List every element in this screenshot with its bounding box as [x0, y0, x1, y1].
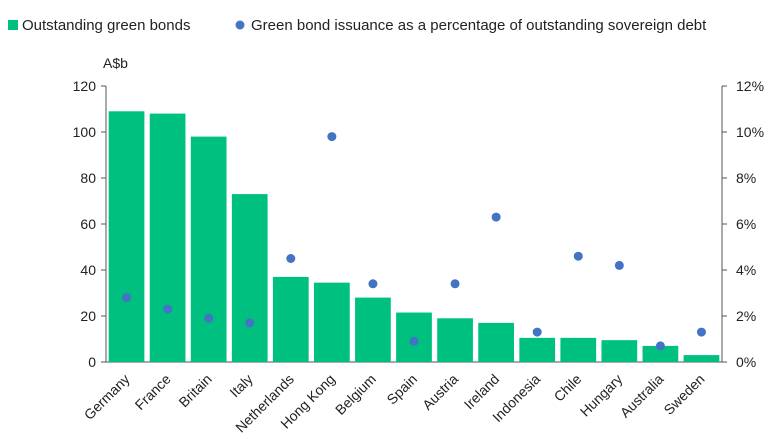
- bar: [149, 113, 186, 362]
- bar: [642, 345, 679, 362]
- y-left-tick-label: 0: [88, 354, 96, 370]
- scatter-point: [204, 313, 214, 323]
- y-left-tick-label: 120: [73, 78, 97, 94]
- scatter-point: [491, 212, 501, 222]
- scatter-point: [368, 279, 378, 289]
- bar: [437, 318, 473, 362]
- x-tick-label: Australia: [617, 371, 667, 421]
- bar: [683, 355, 720, 362]
- x-tick-label: Britain: [175, 371, 214, 410]
- y-right-tick-label: 12%: [736, 78, 764, 94]
- x-tick-label: Chile: [551, 371, 585, 405]
- bar: [314, 282, 350, 362]
- bar: [355, 297, 391, 362]
- y-right-tick-label: 2%: [736, 308, 756, 324]
- y-right-tick-label: 0%: [736, 354, 756, 370]
- scatter-point: [614, 260, 624, 270]
- scatter-point: [655, 341, 665, 351]
- y-left-tick-label: 80: [80, 170, 96, 186]
- bar: [519, 337, 556, 362]
- bar: [478, 322, 514, 362]
- x-tick-label: Spain: [383, 371, 420, 408]
- bar: [601, 340, 638, 362]
- legend-marker-dots: [235, 20, 245, 30]
- bar: [560, 337, 597, 362]
- y-left-tick-label: 40: [80, 262, 96, 278]
- y-right-tick-label: 4%: [736, 262, 756, 278]
- x-tick-label: Sweden: [660, 371, 707, 418]
- y-right-tick-label: 6%: [736, 216, 756, 232]
- scatter-point: [122, 293, 132, 303]
- scatter-point: [573, 251, 583, 261]
- scatter-point: [532, 327, 542, 337]
- chart-axes: 0 20 40 60 80 100 120 0% 2% 4% 6% 8% 10% 12%: [73, 78, 764, 370]
- y-right-tick-label: 10%: [736, 124, 764, 140]
- bar: [190, 136, 227, 362]
- bar: [272, 276, 309, 362]
- scatter-series: [122, 132, 706, 351]
- y-left-tick-label: 100: [73, 124, 97, 140]
- scatter-point: [163, 304, 173, 314]
- legend-marker-bars: [8, 20, 18, 30]
- y-left-tick-label: 20: [80, 308, 96, 324]
- chart-legend: Outstanding green bonds Green bond issuan…: [8, 17, 707, 34]
- x-tick-label: Hungary: [577, 371, 626, 420]
- x-tick-label: Italy: [226, 371, 255, 400]
- scatter-point: [327, 132, 337, 142]
- scatter-point: [245, 318, 255, 328]
- x-tick-label: Germany: [81, 371, 133, 423]
- scatter-point: [409, 336, 419, 346]
- scatter-point: [696, 327, 706, 337]
- y-left-tick-label: 60: [80, 216, 96, 232]
- bar: [108, 111, 145, 362]
- x-tick-label: Austria: [419, 371, 461, 413]
- legend-label-dots: Green bond issuance as a percentage of o…: [251, 17, 707, 34]
- y-axis-left-label: A$b: [103, 55, 128, 71]
- scatter-point: [286, 254, 296, 263]
- legend-label-bars: Outstanding green bonds: [22, 17, 190, 34]
- bar: [231, 194, 268, 362]
- bar-series: [108, 111, 720, 362]
- y-right-tick-label: 8%: [736, 170, 756, 186]
- x-tick-label: Belgium: [332, 371, 379, 418]
- x-tick-label: France: [132, 371, 174, 413]
- scatter-point: [450, 279, 460, 289]
